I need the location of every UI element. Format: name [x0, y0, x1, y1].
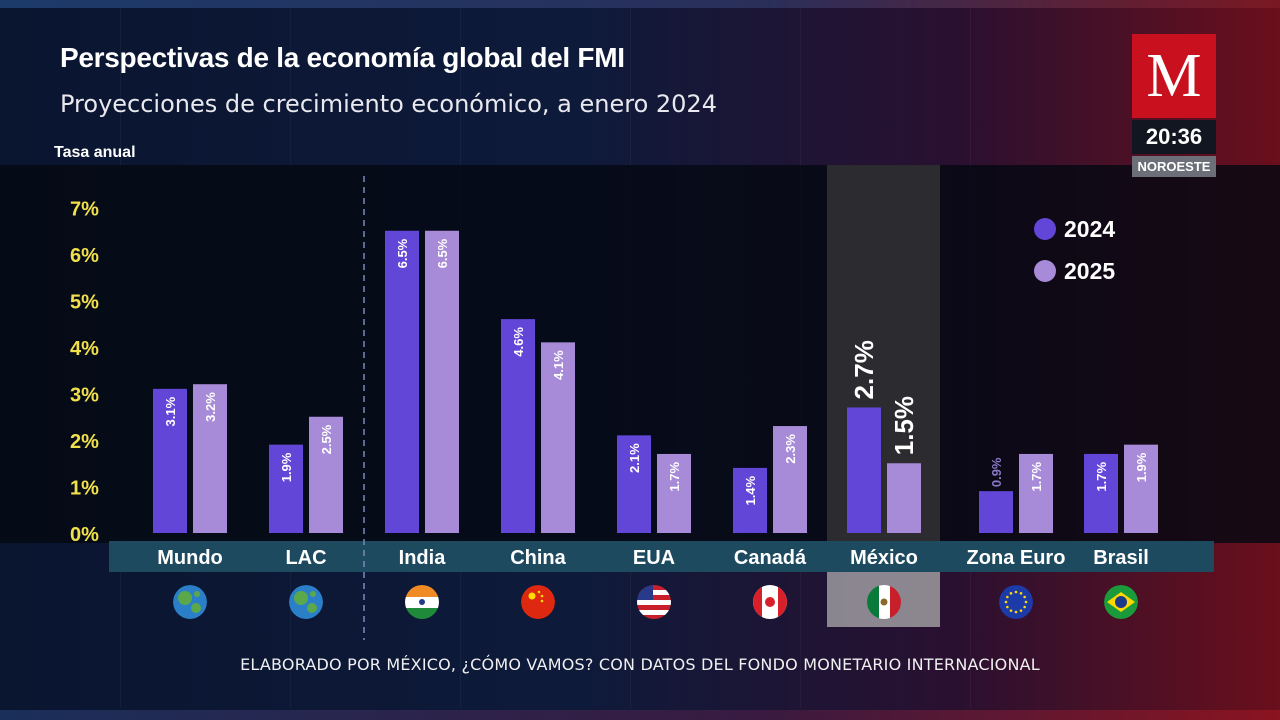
- bar-2024: [617, 435, 651, 533]
- data-label: 1.7%: [1094, 462, 1109, 492]
- bar-2025: [773, 426, 807, 533]
- category-axis-band: [109, 541, 1214, 572]
- y-tick-label: 1%: [70, 478, 99, 500]
- usa-flag-icon: [637, 585, 671, 619]
- data-label: 6.5%: [395, 238, 410, 268]
- bar-2024: [979, 491, 1013, 533]
- category-label: Mundo: [157, 547, 223, 569]
- bar-2024: [847, 407, 881, 533]
- data-label: 1.9%: [1134, 452, 1149, 482]
- chart-subtitle: Proyecciones de crecimiento económico, a…: [60, 90, 717, 118]
- highlight-column: [827, 165, 940, 541]
- globe-icon: [173, 585, 207, 619]
- chart-title: Perspectivas de la economía global del F…: [60, 42, 625, 73]
- data-label: 2.1%: [627, 443, 642, 473]
- data-label: 2.5%: [319, 424, 334, 454]
- bar-2024: [269, 444, 303, 533]
- bar-2025: [1124, 444, 1158, 533]
- bar-2025: [1019, 453, 1053, 533]
- data-label: 1.5%: [889, 396, 919, 455]
- data-label: 4.6%: [511, 327, 526, 357]
- data-label: 1.7%: [1029, 462, 1044, 492]
- category-label: LAC: [285, 547, 326, 569]
- data-label: 4.1%: [551, 350, 566, 380]
- data-label: 1.7%: [667, 462, 682, 492]
- bar-2025: [657, 453, 691, 533]
- bar-2024: [153, 388, 187, 533]
- bar-2025: [425, 230, 459, 533]
- brazil-flag-icon: [1104, 585, 1138, 619]
- data-label: 1.4%: [743, 475, 758, 505]
- category-label: China: [510, 547, 566, 569]
- data-label: 3.2%: [203, 392, 218, 422]
- y-tick-label: 7%: [70, 199, 99, 221]
- mexico-flag-icon: [867, 585, 901, 619]
- bar-2025: [309, 416, 343, 533]
- legend-swatch: [1034, 218, 1056, 240]
- category-label: Canadá: [734, 547, 807, 569]
- y-tick-label: 0%: [70, 524, 99, 546]
- bottom-accent-bar: [0, 710, 1280, 720]
- bar-2025: [193, 384, 227, 533]
- category-label: India: [399, 547, 447, 569]
- bar-2024: [501, 319, 535, 533]
- eu-flag-icon: [999, 585, 1033, 619]
- y-tick-label: 5%: [70, 292, 99, 314]
- bar-2024: [385, 230, 419, 533]
- category-label: Zona Euro: [967, 547, 1066, 569]
- y-axis-label: Tasa anual: [54, 144, 136, 161]
- y-tick-label: 2%: [70, 431, 99, 453]
- source-note: ELABORADO POR MÉXICO, ¿CÓMO VAMOS? CON D…: [240, 655, 1040, 674]
- y-tick-label: 3%: [70, 385, 99, 407]
- category-label: EUA: [633, 547, 675, 569]
- data-label: 1.9%: [279, 452, 294, 482]
- y-tick-label: 4%: [70, 338, 99, 360]
- milenio-logo: M: [1132, 34, 1216, 118]
- data-label: 2.7%: [849, 340, 879, 399]
- data-label: 3.1%: [163, 396, 178, 426]
- y-tick-label: 6%: [70, 245, 99, 267]
- clock: 20:36: [1132, 120, 1216, 154]
- data-label: 0.9%: [989, 457, 1004, 487]
- data-label: 2.3%: [783, 434, 798, 464]
- data-label: 6.5%: [435, 238, 450, 268]
- top-accent-bar: [0, 0, 1280, 8]
- legend-label: 2025: [1064, 258, 1115, 284]
- logo-letter: M: [1146, 42, 1202, 110]
- bar-2024: [1084, 453, 1118, 533]
- china-flag-icon: [521, 585, 555, 619]
- category-label: Brasil: [1093, 547, 1149, 569]
- legend-swatch: [1034, 260, 1056, 282]
- station-label: NOROESTE: [1132, 156, 1216, 177]
- bar-2025: [541, 342, 575, 533]
- bar-2024: [733, 467, 767, 533]
- bar-2025: [887, 463, 921, 533]
- category-label: México: [850, 547, 918, 569]
- globe-americas-icon: [289, 585, 323, 619]
- india-flag-icon: [405, 585, 439, 619]
- legend-label: 2024: [1064, 216, 1115, 242]
- canada-flag-icon: [753, 585, 787, 619]
